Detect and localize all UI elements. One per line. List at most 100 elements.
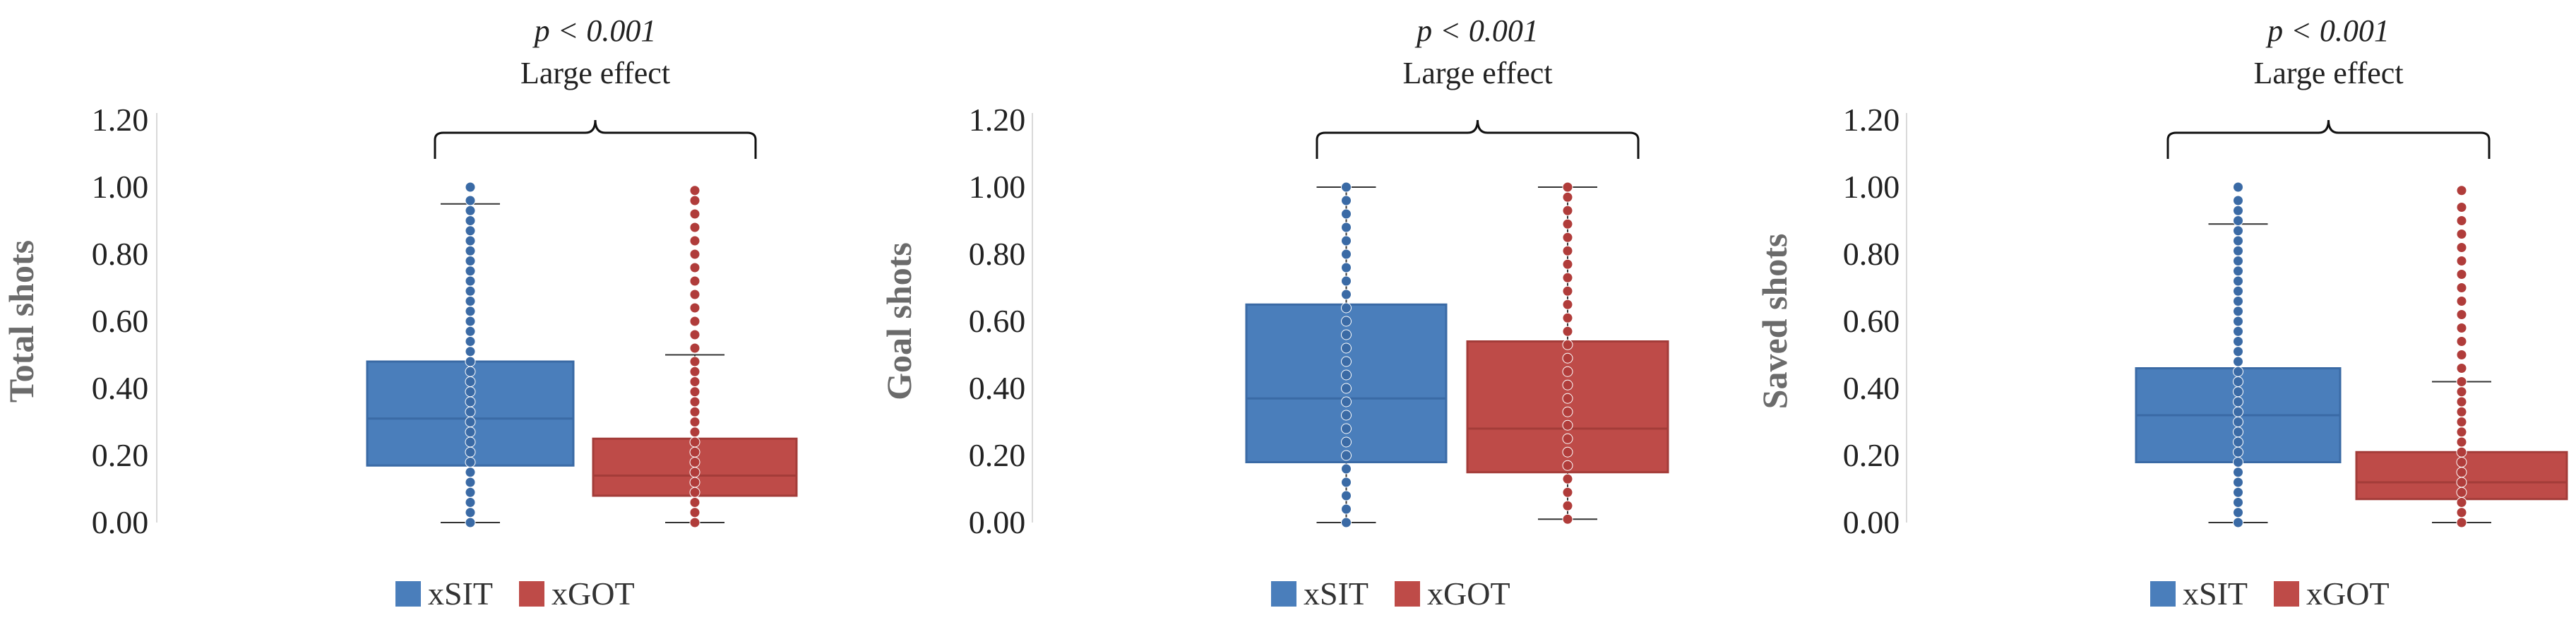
data-point	[465, 507, 476, 518]
legend-label: xGOT	[2306, 576, 2390, 612]
data-point	[2456, 406, 2467, 417]
data-point	[689, 446, 700, 458]
data-point	[465, 195, 476, 206]
legend-label: xSIT	[428, 576, 493, 612]
data-point	[2233, 406, 2243, 417]
data-point	[1562, 339, 1573, 350]
data-point	[1562, 500, 1573, 511]
data-point	[1341, 329, 1352, 340]
significance-brace	[1316, 119, 1640, 159]
data-point	[1341, 195, 1352, 206]
data-point	[465, 467, 476, 478]
data-point	[2456, 350, 2467, 360]
y-tick-label: 1.20	[969, 102, 1026, 138]
box-xsit	[2135, 181, 2342, 528]
data-point	[2456, 215, 2467, 226]
y-tick-label: 0.00	[92, 504, 149, 540]
data-point	[465, 366, 476, 377]
data-point	[1341, 316, 1352, 327]
data-point	[2233, 356, 2243, 367]
y-tick-label: 0.40	[969, 370, 1026, 406]
data-point	[465, 225, 476, 237]
data-point	[2233, 296, 2243, 306]
data-point	[2233, 386, 2243, 398]
data-point	[465, 306, 476, 317]
data-point	[1341, 517, 1352, 528]
chart-panel-2: 0.00 0.20 0.40 0.60 0.80 1.00 1.20 Goal shots p …	[879, 13, 1669, 612]
data-point	[1562, 379, 1573, 390]
data-point	[1562, 406, 1573, 417]
data-point	[2456, 446, 2467, 458]
y-tick-label: 0.80	[969, 236, 1026, 272]
data-point	[1562, 312, 1573, 323]
data-point	[1341, 181, 1352, 193]
data-point	[2456, 417, 2467, 427]
data-point	[1341, 436, 1352, 448]
data-point	[689, 436, 700, 448]
data-point	[2456, 309, 2467, 320]
data-point	[465, 336, 476, 347]
data-point	[465, 356, 476, 367]
data-point	[465, 427, 476, 438]
data-point	[2233, 446, 2243, 458]
data-point	[2456, 202, 2467, 213]
data-point	[2233, 266, 2243, 277]
data-point	[2233, 306, 2243, 317]
y-tick-label: 0.80	[1843, 236, 1900, 272]
data-point	[1562, 299, 1573, 310]
data-point	[2233, 427, 2243, 438]
data-point	[2233, 436, 2243, 448]
data-point	[2233, 366, 2243, 377]
data-point	[689, 222, 700, 233]
legend: xSIT xGOT	[2150, 576, 2390, 612]
data-point	[1562, 352, 1573, 364]
data-point	[465, 376, 476, 387]
data-point	[1341, 208, 1352, 220]
data-point	[689, 342, 700, 354]
data-point	[689, 507, 700, 518]
data-point	[689, 497, 700, 508]
data-point	[1562, 181, 1573, 193]
data-point	[465, 316, 476, 327]
data-point	[2456, 386, 2467, 398]
data-point	[2456, 296, 2467, 306]
data-point	[1341, 262, 1352, 273]
data-point	[2233, 507, 2243, 518]
data-point	[465, 245, 476, 256]
data-point	[2233, 316, 2243, 327]
data-point	[2456, 457, 2467, 467]
data-point	[465, 477, 476, 488]
legend-swatch-xsit	[1271, 581, 1296, 607]
data-point	[465, 406, 476, 417]
y-axis-title: Saved shots	[1755, 234, 1794, 410]
y-tick-label: 1.00	[1843, 169, 1900, 205]
data-point	[689, 208, 700, 220]
data-point	[1562, 513, 1573, 525]
y-tick-label: 0.80	[92, 236, 149, 272]
legend: xSIT xGOT	[1271, 576, 1510, 612]
data-point	[1341, 356, 1352, 367]
data-point	[689, 249, 700, 260]
data-point	[689, 487, 700, 498]
chart-panel-3: 0.00 0.20 0.40 0.60 0.80 1.00 1.20 Saved shots p…	[1755, 13, 2568, 612]
data-point	[1341, 503, 1352, 515]
p-value-label: p < 0.001	[2265, 13, 2390, 48]
data-point	[689, 477, 700, 488]
significance-brace	[2166, 119, 2491, 159]
data-point	[1562, 285, 1573, 297]
data-point	[1562, 191, 1573, 203]
data-point	[2456, 467, 2467, 478]
data-point	[1562, 460, 1573, 471]
data-point	[2233, 205, 2243, 216]
data-point	[2456, 396, 2467, 407]
data-point	[2456, 497, 2467, 508]
data-point	[1341, 249, 1352, 260]
y-tick-label: 0.40	[92, 370, 149, 406]
data-point	[2456, 376, 2467, 387]
y-tick-label: 0.20	[92, 437, 149, 473]
data-point	[1562, 326, 1573, 337]
data-point	[2233, 517, 2243, 528]
data-point	[689, 467, 700, 478]
data-point	[689, 302, 700, 314]
y-tick-label: 1.00	[92, 169, 149, 205]
